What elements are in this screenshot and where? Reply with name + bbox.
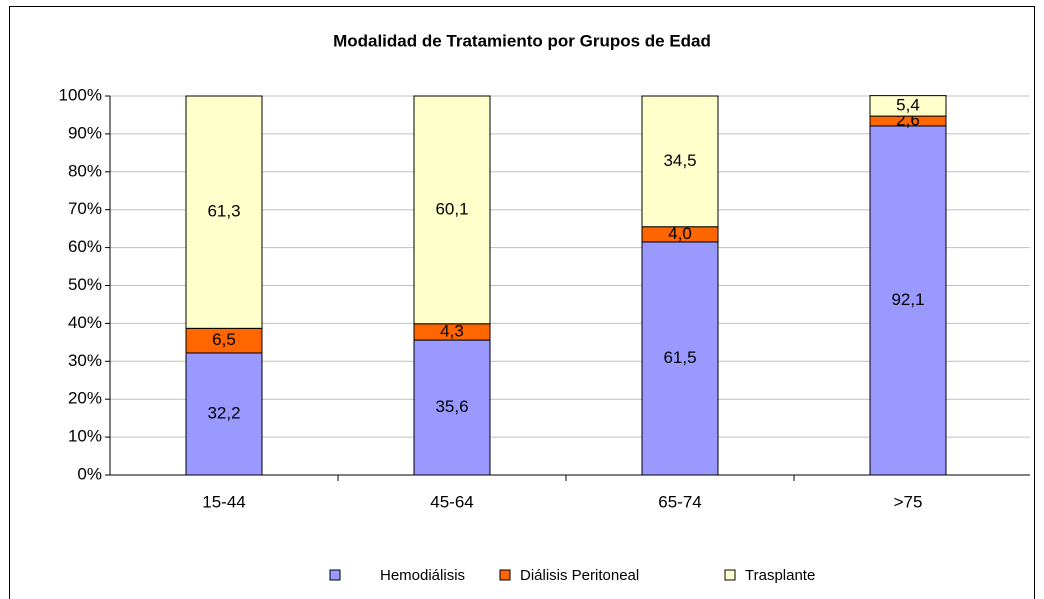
data-label: 4,3: [440, 321, 464, 340]
data-label: 35,6: [435, 397, 468, 416]
y-tick-label: 80%: [68, 161, 102, 180]
data-label: 34,5: [663, 151, 696, 170]
legend-swatch: [724, 569, 736, 581]
data-label: 92,1: [891, 290, 924, 309]
y-tick-label: 70%: [68, 199, 102, 218]
bar-segment: [413, 95, 491, 325]
y-tick-label: 60%: [68, 237, 102, 256]
data-label: 32,2: [207, 403, 240, 422]
x-tick-label: >75: [894, 492, 923, 511]
y-tick-label: 90%: [68, 123, 102, 142]
bar-segment: [185, 352, 263, 476]
data-label: 61,5: [663, 348, 696, 367]
y-tick-label: 50%: [68, 275, 102, 294]
legend-label: Diálisis Peritoneal: [520, 567, 639, 584]
x-tick-label: 65-74: [658, 492, 701, 511]
data-label: 4,0: [668, 224, 692, 243]
y-tick-label: 100%: [59, 85, 102, 104]
data-label: 60,1: [435, 199, 468, 218]
chart-frame: [9, 6, 1035, 599]
data-label: 5,4: [896, 95, 920, 114]
x-tick-label: 15-44: [202, 492, 245, 511]
bar-segment: [185, 327, 263, 354]
y-tick-label: 0%: [77, 464, 102, 483]
data-label: 61,3: [207, 202, 240, 221]
chart-title: Modalidad de Tratamiento por Grupos de E…: [333, 31, 711, 50]
y-tick-label: 40%: [68, 313, 102, 332]
bar-segment: [869, 95, 947, 117]
bar-segment: [185, 95, 263, 329]
legend-swatch: [329, 569, 341, 581]
y-tick-label: 10%: [68, 427, 102, 446]
legend-label: Trasplante: [745, 567, 815, 584]
x-tick-label: 45-64: [430, 492, 473, 511]
legend-label: Hemodiálisis: [380, 567, 465, 584]
bar-segment: [641, 95, 719, 228]
bar-segment: [413, 339, 491, 476]
y-tick-label: 20%: [68, 389, 102, 408]
data-label: 6,5: [212, 330, 236, 349]
y-tick-label: 30%: [68, 351, 102, 370]
legend-swatch: [499, 569, 511, 581]
